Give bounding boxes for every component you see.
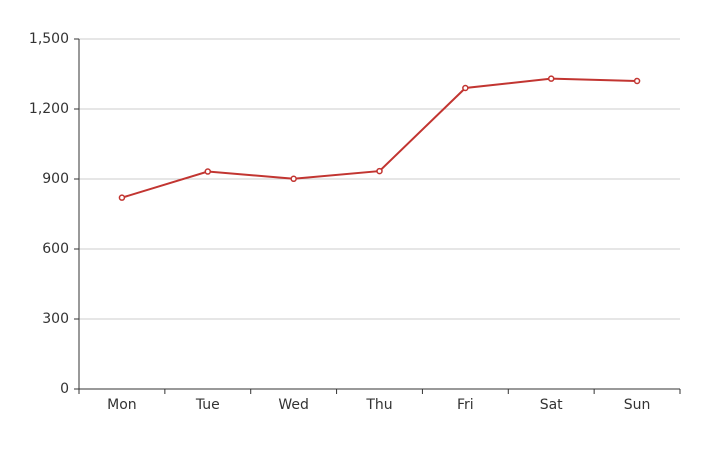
x-tick-label: Sun [624, 397, 651, 413]
y-tick-label: 1,200 [29, 101, 69, 117]
line [121, 77, 638, 199]
x-tick-label: Thu [365, 397, 392, 413]
y-tick-label: 0 [60, 381, 69, 397]
point [376, 167, 383, 175]
y-tick-label: 300 [42, 311, 69, 327]
y-tick-label: 1,500 [29, 31, 69, 47]
x-tick-label: Tue [195, 397, 220, 413]
point [633, 77, 641, 85]
x-tick-label: Fri [457, 397, 474, 413]
point [290, 175, 297, 183]
x-tick-label: Wed [278, 397, 309, 413]
x-tick-label: Mon [107, 397, 137, 413]
y-tick-label: 900 [42, 171, 69, 187]
point [547, 75, 555, 82]
point [118, 194, 126, 201]
point [204, 168, 212, 175]
y-tick-label: 600 [42, 241, 69, 257]
x-tick-label: Sat [540, 397, 563, 413]
point [462, 84, 469, 92]
